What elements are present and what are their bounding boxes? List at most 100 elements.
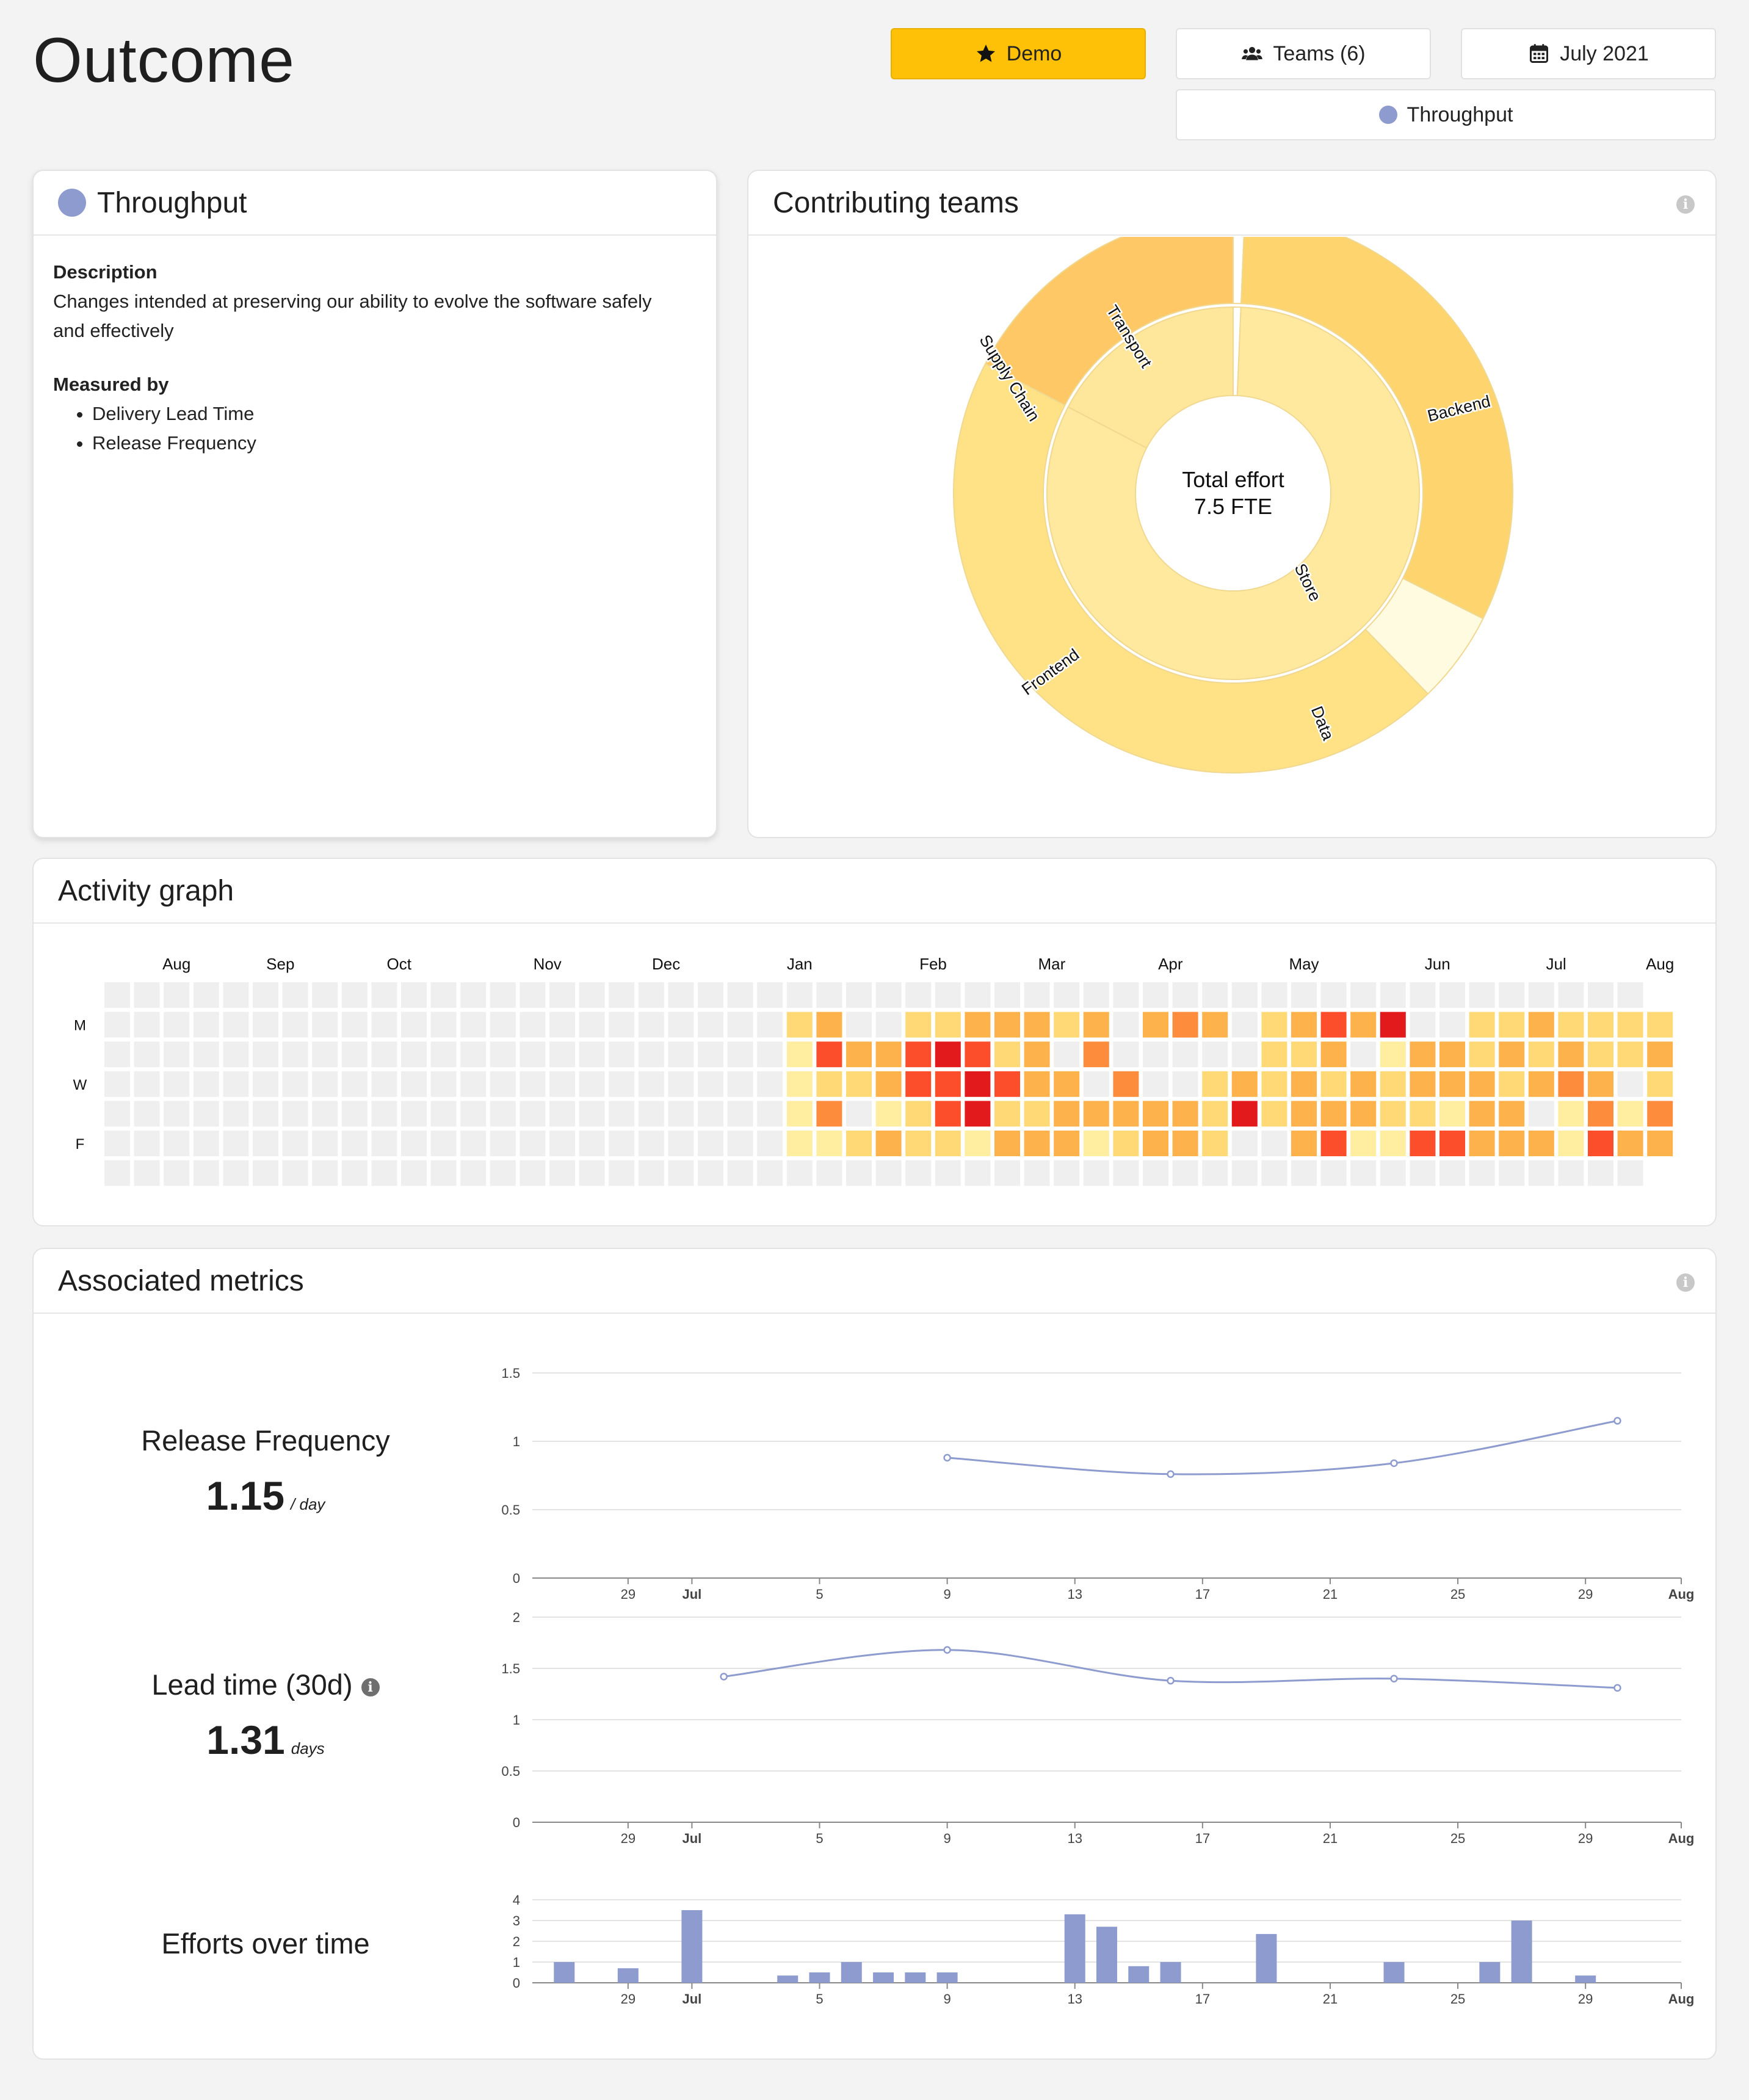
heatmap-cell [816, 1101, 842, 1127]
heatmap-cell [223, 1041, 249, 1068]
sunburst-outer-segment [1240, 237, 1513, 620]
heatmap-cell [430, 1160, 457, 1186]
heatmap-cell [994, 982, 1020, 1008]
heatmap-cell [1320, 1101, 1347, 1127]
heatmap-cell [1410, 1160, 1436, 1186]
heatmap-cell [341, 1160, 368, 1186]
effort-bar [1479, 1962, 1501, 1983]
heatmap-cell [1261, 982, 1287, 1008]
heatmap-cell [875, 1160, 902, 1186]
heatmap-cell [1647, 1012, 1673, 1038]
heatmap-cell [282, 1071, 308, 1097]
heatmap-cell [1410, 1012, 1436, 1038]
heatmap-cell [698, 1101, 723, 1127]
heatmap-cell [1499, 1101, 1525, 1127]
effort-bar [777, 1975, 798, 1983]
heatmap-cell [875, 1101, 902, 1127]
lead-time-label: Lead time (30d) [151, 1668, 353, 1701]
x-tick-label: Aug [1668, 1831, 1695, 1846]
heatmap-cell [193, 1131, 219, 1156]
data-point [720, 1673, 728, 1681]
heatmap-cell [164, 1012, 190, 1038]
users-icon [1242, 46, 1263, 60]
y-tick-label: 0.5 [501, 1764, 520, 1779]
heatmap-cell [668, 1101, 694, 1127]
heatmap-cell [1261, 1041, 1287, 1068]
data-point [943, 1646, 951, 1654]
heatmap-cell [312, 982, 338, 1008]
effort-bar [1128, 1966, 1150, 1983]
heatmap-cell [193, 1101, 219, 1127]
x-tick-label: 13 [1067, 1587, 1082, 1602]
heatmap-cell [935, 982, 961, 1008]
data-point [1167, 1470, 1175, 1479]
heatmap-cell [816, 1041, 842, 1068]
heatmap-cell [1231, 982, 1258, 1008]
x-tick-label: 29 [621, 1587, 636, 1602]
effort-bar [936, 1972, 958, 1983]
heatmap-cell [460, 1101, 487, 1127]
heatmap-cell [1261, 1012, 1287, 1038]
heatmap-cell [430, 1131, 457, 1156]
x-tick-label: 9 [943, 1831, 951, 1846]
heatmap-cell [875, 982, 902, 1008]
heatmap-cell [1469, 1012, 1495, 1038]
heatmap-cell [253, 1071, 278, 1097]
heatmap-cell [935, 1012, 961, 1038]
data-point [1613, 1417, 1621, 1425]
heatmap-cell [1261, 1071, 1287, 1097]
heatmap-cell [104, 1012, 130, 1038]
heatmap-cell [757, 1101, 783, 1127]
outcome-select-button[interactable]: Throughput [1176, 89, 1716, 140]
teams-button[interactable]: Teams (6) [1176, 28, 1431, 79]
heatmap-cell [1083, 982, 1109, 1008]
release-frequency-value: 1.15 / day [34, 1472, 498, 1519]
heatmap-cell [1113, 1012, 1139, 1038]
heatmap-cell [134, 1160, 160, 1186]
heatmap-cell [609, 1012, 635, 1038]
heatmap-cell [1558, 1012, 1584, 1038]
activity-card: Activity graph Aug Sep Oct Nov Dec Jan Feb Mar A… [32, 858, 1717, 1226]
calendar-icon [1530, 44, 1549, 63]
heatmap-cell [164, 1101, 190, 1127]
date-picker-button[interactable]: July 2021 [1461, 28, 1716, 79]
heatmap-cell [875, 1131, 902, 1156]
metrics-card: Associated metrics i Release Frequency 1… [32, 1248, 1717, 2060]
heatmap-cell [1499, 1160, 1525, 1186]
effort-bar [1383, 1962, 1405, 1983]
heatmap-cell [1350, 1131, 1377, 1156]
heatmap-cell [1439, 1071, 1465, 1097]
heatmap-cell [994, 1131, 1020, 1156]
heatmap-cell [401, 982, 427, 1008]
demo-button[interactable]: Demo [891, 28, 1146, 79]
lead-time-info-icon[interactable]: i [361, 1678, 380, 1696]
heatmap-cell [520, 1160, 546, 1186]
heatmap-cell [1320, 1071, 1347, 1097]
info-icon[interactable]: i [1676, 195, 1695, 214]
heatmap-cell [1083, 1131, 1109, 1156]
heatmap-cell [1024, 1071, 1050, 1097]
heatmap-cell [1380, 1012, 1406, 1038]
heatmap-cell [786, 982, 813, 1008]
info-icon[interactable]: i [1676, 1273, 1695, 1292]
heatmap-cell [1231, 1101, 1258, 1127]
heatmap-cell [698, 1041, 723, 1068]
heatmap-cell [1083, 1101, 1109, 1127]
heatmap-cell [1528, 1160, 1554, 1186]
heatmap-cell [282, 1041, 308, 1068]
heatmap-cell [579, 1131, 605, 1156]
x-tick-label: 29 [1578, 1587, 1593, 1602]
heatmap-cell [1380, 1101, 1406, 1127]
heatmap-cell [401, 1131, 427, 1156]
heatmap-day-label: F [76, 1136, 85, 1153]
heatmap-cell [430, 1012, 457, 1038]
heatmap-cell [1617, 1012, 1643, 1038]
outcome-dot [58, 189, 86, 217]
heatmap-cell [875, 1012, 902, 1038]
heatmap-cell [1528, 982, 1554, 1008]
sunburst-center-label: Total effort [1182, 467, 1284, 492]
heatmap-cell [965, 1101, 991, 1127]
x-tick-label: 25 [1450, 1991, 1465, 2007]
heatmap-cell [549, 1012, 575, 1038]
heatmap-cell [757, 1131, 783, 1156]
